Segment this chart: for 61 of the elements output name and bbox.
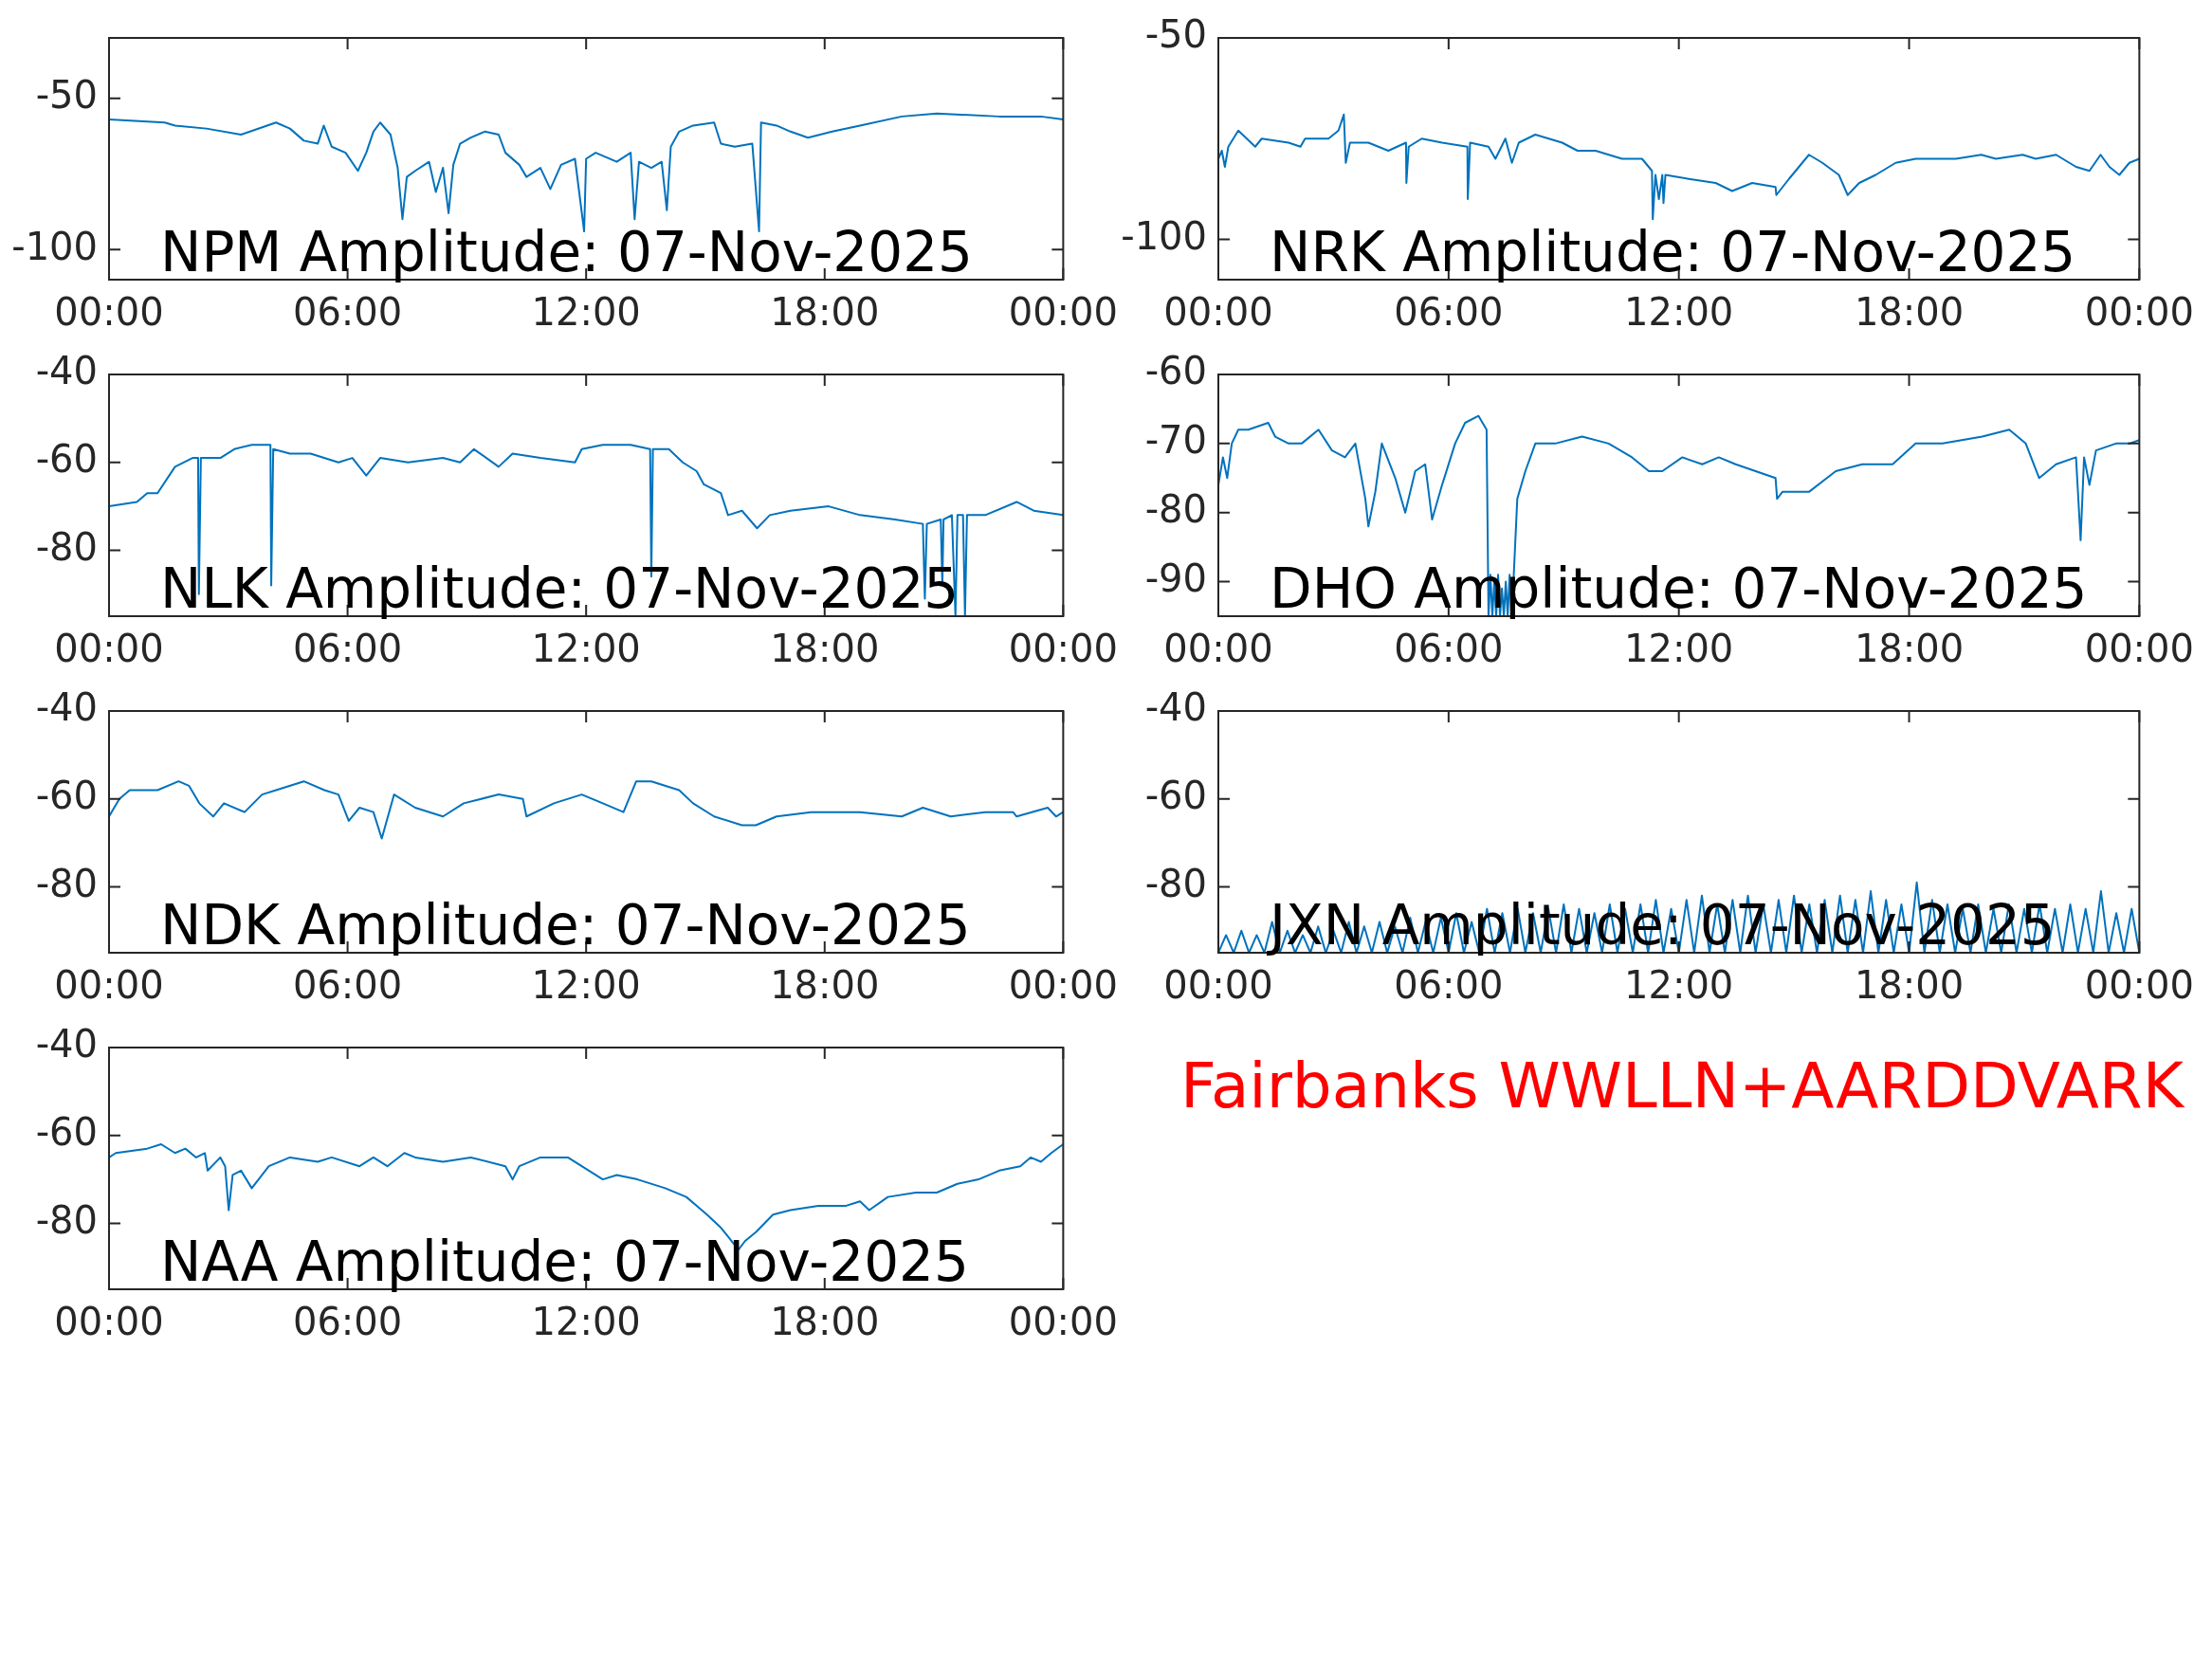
y-tick-label: -100 <box>1121 213 1207 258</box>
y-tick-label: -60 <box>1144 349 1207 393</box>
x-tick-label: 06:00 <box>292 1300 403 1344</box>
x-tick-label: 12:00 <box>531 1300 641 1344</box>
y-tick-label: -80 <box>1144 861 1207 905</box>
x-tick-label: 18:00 <box>1854 963 1965 1008</box>
x-tick-label: 18:00 <box>770 627 880 671</box>
y-tick-label: -50 <box>1144 12 1207 57</box>
x-tick-label: 00:00 <box>2084 290 2194 335</box>
y-tick-label: -90 <box>1144 556 1207 600</box>
y-tick-label: -60 <box>35 774 98 818</box>
x-tick-label: 12:00 <box>1624 290 1734 335</box>
y-tick-label: -80 <box>35 524 98 569</box>
text: NDK Amplitude: 07-Nov-2025 <box>160 893 971 957</box>
x-tick-label: 06:00 <box>1394 290 1504 335</box>
x-tick-label: 18:00 <box>1854 290 1965 335</box>
x-tick-label: 00:00 <box>1008 1300 1118 1344</box>
y-tick-label: -40 <box>1144 685 1207 730</box>
y-tick-label: -80 <box>35 861 98 905</box>
x-tick-label: 06:00 <box>1394 963 1504 1008</box>
x-tick-label: 00:00 <box>54 1300 164 1344</box>
x-tick-label: 00:00 <box>54 627 164 671</box>
x-tick-label: 12:00 <box>531 963 641 1008</box>
x-tick-label: 06:00 <box>292 963 403 1008</box>
y-tick-label: -70 <box>1144 418 1207 463</box>
y-tick-label: -50 <box>35 73 98 118</box>
text: NAA Amplitude: 07-Nov-2025 <box>160 1230 969 1294</box>
y-tick-label: -80 <box>35 1197 98 1242</box>
y-tick-label: -60 <box>1144 774 1207 818</box>
x-tick-label: 06:00 <box>292 627 403 671</box>
x-tick-label: 00:00 <box>1008 627 1118 671</box>
x-tick-label: 00:00 <box>54 290 164 335</box>
x-tick-label: 18:00 <box>770 1300 880 1344</box>
x-tick-label: 00:00 <box>1163 290 1273 335</box>
text: Fairbanks WWLLN+AARDDVARK <box>1180 1049 2184 1122</box>
x-tick-label: 00:00 <box>1008 963 1118 1008</box>
y-tick-label: -100 <box>11 224 98 268</box>
x-tick-label: 06:00 <box>1394 627 1504 671</box>
x-tick-label: 12:00 <box>1624 627 1734 671</box>
x-tick-label: 18:00 <box>770 290 880 335</box>
x-tick-label: 12:00 <box>531 627 641 671</box>
x-tick-label: 12:00 <box>531 290 641 335</box>
x-tick-label: 06:00 <box>292 290 403 335</box>
y-tick-label: -40 <box>35 685 98 730</box>
x-tick-label: 00:00 <box>2084 627 2194 671</box>
x-tick-label: 18:00 <box>770 963 880 1008</box>
x-tick-label: 18:00 <box>1854 627 1965 671</box>
text: NLK Amplitude: 07-Nov-2025 <box>160 556 960 621</box>
y-tick-label: -40 <box>35 1022 98 1066</box>
text: NPM Amplitude: 07-Nov-2025 <box>160 220 973 284</box>
x-tick-label: 00:00 <box>1163 627 1273 671</box>
y-tick-label: -80 <box>1144 487 1207 532</box>
x-tick-label: 00:00 <box>1163 963 1273 1008</box>
x-tick-label: 00:00 <box>54 963 164 1008</box>
x-tick-label: 12:00 <box>1624 963 1734 1008</box>
x-tick-label: 00:00 <box>1008 290 1118 335</box>
y-tick-label: -60 <box>35 1110 98 1155</box>
text: NRK Amplitude: 07-Nov-2025 <box>1270 220 2076 284</box>
y-tick-label: -60 <box>35 437 98 482</box>
y-tick-label: -40 <box>35 349 98 393</box>
x-tick-label: 00:00 <box>2084 963 2194 1008</box>
